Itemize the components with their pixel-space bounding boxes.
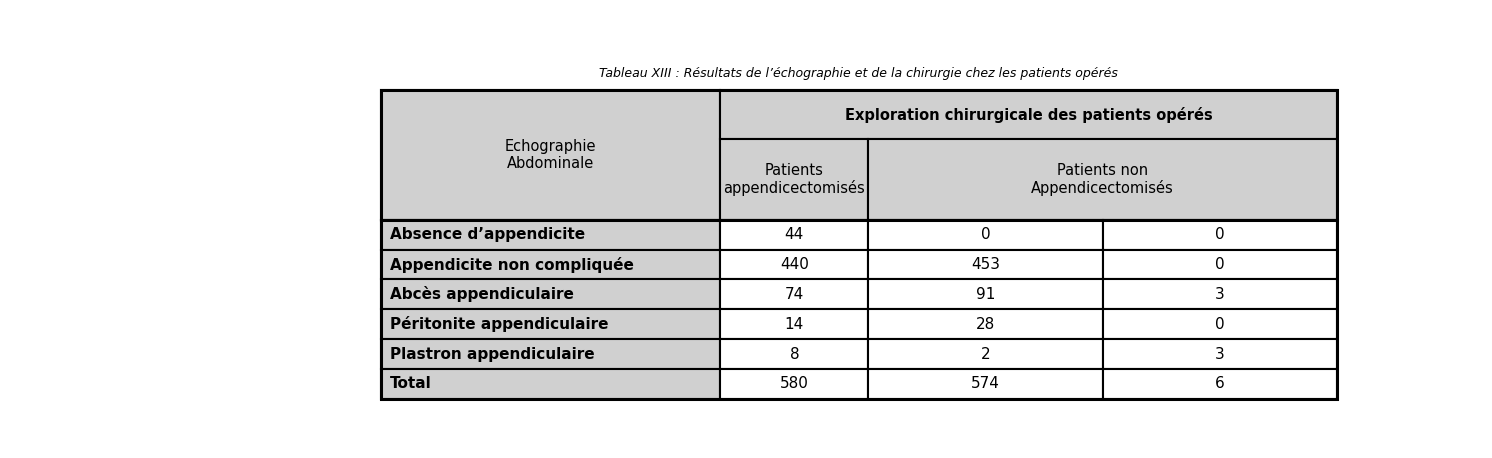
Text: 91: 91 — [976, 287, 995, 302]
Text: Exploration chirurgicale des patients opérés: Exploration chirurgicale des patients op… — [844, 107, 1213, 123]
Text: Péritonite appendiculaire: Péritonite appendiculaire — [389, 316, 609, 332]
Bar — [721, 90, 1337, 140]
Text: Total: Total — [389, 376, 431, 392]
Bar — [1103, 250, 1337, 279]
Bar — [380, 279, 721, 309]
Text: 0: 0 — [1214, 317, 1225, 332]
Bar — [380, 90, 1337, 399]
Text: 574: 574 — [971, 376, 1000, 392]
Bar — [721, 369, 868, 399]
Bar — [380, 339, 721, 369]
Bar — [1103, 279, 1337, 309]
Bar — [721, 279, 868, 309]
Text: Absence d’appendicite: Absence d’appendicite — [389, 227, 585, 242]
Text: Patients non
Appendicectomisés: Patients non Appendicectomisés — [1031, 163, 1174, 196]
Text: 14: 14 — [785, 317, 804, 332]
Text: Tableau XIII : Résultats de l’échographie et de la chirurgie chez les patients o: Tableau XIII : Résultats de l’échographi… — [600, 67, 1119, 80]
Bar — [380, 309, 721, 339]
Text: 44: 44 — [785, 227, 804, 242]
Bar — [721, 220, 868, 250]
Bar — [380, 90, 721, 220]
Bar — [1103, 309, 1337, 339]
Bar — [1103, 369, 1337, 399]
Bar — [868, 279, 1103, 309]
Text: Appendicite non compliquée: Appendicite non compliquée — [389, 256, 634, 273]
Text: 28: 28 — [976, 317, 995, 332]
Bar — [721, 250, 868, 279]
Text: 8: 8 — [789, 347, 800, 361]
Bar — [380, 250, 721, 279]
Bar — [868, 339, 1103, 369]
Bar — [721, 140, 868, 220]
Text: 0: 0 — [1214, 257, 1225, 272]
Text: 453: 453 — [971, 257, 1000, 272]
Bar — [721, 309, 868, 339]
Text: 2: 2 — [980, 347, 991, 361]
Text: 580: 580 — [780, 376, 809, 392]
Bar — [721, 339, 868, 369]
Text: Patients
appendicectomisés: Patients appendicectomisés — [724, 163, 865, 196]
Text: 3: 3 — [1214, 347, 1225, 361]
Bar — [380, 369, 721, 399]
Text: 74: 74 — [785, 287, 804, 302]
Bar — [380, 220, 721, 250]
Text: Plastron appendiculaire: Plastron appendiculaire — [389, 347, 595, 361]
Bar — [868, 140, 1337, 220]
Text: 0: 0 — [1214, 227, 1225, 242]
Text: Echographie
Abdominale: Echographie Abdominale — [504, 139, 597, 171]
Bar — [868, 369, 1103, 399]
Text: Abcès appendiculaire: Abcès appendiculaire — [389, 286, 574, 302]
Bar — [1103, 220, 1337, 250]
Bar — [1103, 339, 1337, 369]
Text: 440: 440 — [780, 257, 809, 272]
Bar — [868, 250, 1103, 279]
Text: 3: 3 — [1214, 287, 1225, 302]
Text: 6: 6 — [1214, 376, 1225, 392]
Text: 0: 0 — [980, 227, 991, 242]
Bar — [868, 220, 1103, 250]
Bar — [868, 309, 1103, 339]
